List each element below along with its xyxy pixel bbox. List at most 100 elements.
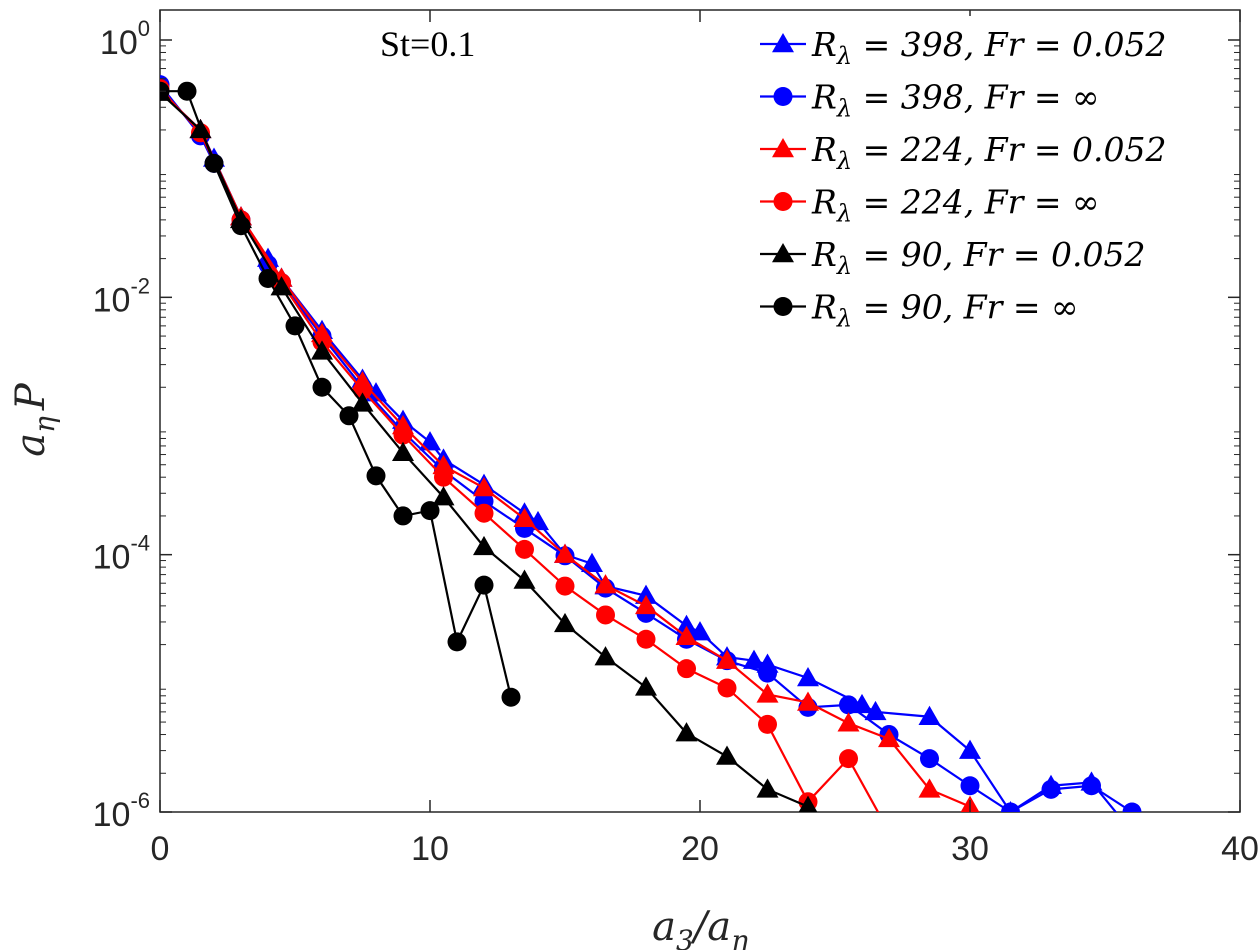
- data-point-3-17: [839, 749, 858, 769]
- ylabel-sub: η: [28, 416, 61, 433]
- legend-item-2: Rλ = 224, Fr = 0.052: [760, 130, 1166, 175]
- xlabel-slash: /a: [690, 904, 731, 950]
- data-point-1-24: [1041, 779, 1061, 799]
- legend-item-1: Rλ = 398, Fr = ∞: [760, 78, 1099, 123]
- data-point-5-5: [285, 316, 305, 336]
- data-point-3-5: [353, 380, 372, 400]
- data-point-5-13: [501, 687, 521, 707]
- data-point-5-12: [474, 575, 494, 595]
- data-point-1-23: [1001, 802, 1020, 812]
- xlabel-a-sub: 3: [676, 924, 694, 950]
- series-line-5: [160, 90, 513, 698]
- data-point-0-22: [743, 649, 765, 669]
- data-point-2-11: [594, 574, 617, 594]
- y-tick-label-3: 10-6: [93, 788, 150, 834]
- legend-label-3: Rλ = 224, Fr = ∞: [811, 183, 1099, 228]
- data-point-3-7: [434, 467, 453, 487]
- data-point-5-11: [447, 632, 467, 652]
- data-point-5-4: [258, 269, 278, 289]
- data-point-0-19: [675, 614, 698, 635]
- data-point-0-26: [864, 700, 887, 721]
- data-point-5-9: [393, 506, 413, 526]
- data-point-3-6: [393, 425, 413, 445]
- legend-box: [750, 16, 1220, 326]
- legend-label-5: Rλ = 90, Fr = ∞: [811, 288, 1078, 333]
- data-point-0-28: [959, 739, 981, 759]
- x-axis-title: a3/aη: [652, 904, 748, 950]
- data-point-4-11: [594, 646, 617, 666]
- data-point-2-12: [635, 594, 657, 615]
- data-point-5-2: [204, 153, 224, 173]
- legend-marker-0: [772, 33, 794, 53]
- data-point-2-8: [473, 476, 495, 497]
- x-tick-label-4: 40: [1221, 830, 1259, 868]
- y-tick-label-0: 100: [100, 16, 150, 62]
- x-tick-label-1: 10: [411, 830, 449, 868]
- ylabel-a: a: [8, 433, 54, 457]
- data-point-4-5: [351, 392, 374, 412]
- data-point-3-11: [596, 605, 615, 625]
- data-point-1-25: [1082, 776, 1101, 796]
- legend-label-4: Rλ = 90, Fr = 0.052: [811, 235, 1145, 280]
- data-point-2-15: [756, 683, 779, 703]
- legend-label-0: Rλ = 398, Fr = 0.052: [811, 25, 1166, 70]
- data-point-2-13: [675, 625, 698, 646]
- data-point-2-19: [918, 778, 941, 798]
- x-tick-label-2: 20: [681, 830, 719, 868]
- data-point-1-22: [960, 776, 980, 796]
- x-tick-label-3: 30: [951, 830, 989, 868]
- legend-marker-4: [772, 243, 794, 263]
- y-tick-label-1: 10-2: [93, 273, 150, 319]
- data-point-2-9: [513, 507, 536, 528]
- legend-marker-2: [772, 138, 794, 158]
- data-point-4-8: [473, 535, 495, 556]
- series-layer: [160, 75, 1142, 812]
- data-point-0-27: [918, 705, 941, 725]
- data-point-4-10: [554, 612, 576, 633]
- data-point-3-10: [555, 576, 575, 596]
- y-axis-title: aηP: [8, 382, 61, 457]
- legend-marker-1: [773, 87, 793, 106]
- legend-item-0: Rλ = 398, Fr = 0.052: [760, 25, 1166, 70]
- legend-label-1: Rλ = 398, Fr = ∞: [811, 78, 1099, 123]
- svg-text:a3/aη: a3/aη: [652, 904, 748, 950]
- data-point-5-6: [312, 377, 332, 397]
- data-point-2-14: [716, 649, 738, 669]
- data-point-5-3: [231, 216, 251, 236]
- legend: Rλ = 398, Fr = 0.052 Rλ = 398, Fr = ∞ Rλ =…: [750, 16, 1220, 333]
- data-point-0-24: [797, 667, 819, 687]
- data-point-1-19: [839, 695, 858, 715]
- data-point-5-1: [177, 81, 197, 101]
- legend-item-3: Rλ = 224, Fr = ∞: [760, 183, 1099, 228]
- data-point-2-7: [432, 454, 455, 475]
- data-point-4-14: [716, 745, 738, 765]
- data-point-3-8: [474, 503, 494, 523]
- data-point-2-17: [837, 712, 860, 732]
- data-point-0-16: [581, 552, 603, 572]
- data-point-3-12: [636, 629, 656, 649]
- data-point-1-26: [1122, 802, 1142, 812]
- data-point-3-14: [717, 678, 737, 698]
- data-point-2-18: [878, 727, 900, 748]
- data-point-4-15: [756, 778, 779, 798]
- ticks-layer: 0 10 20 30 40 100 10-2 10-4 10-6: [93, 10, 1259, 868]
- ylabel-b: P: [8, 382, 54, 411]
- data-point-4-16: [798, 795, 818, 812]
- data-point-0-10: [419, 431, 441, 451]
- legend-label-2: Rλ = 224, Fr = 0.052: [811, 130, 1166, 175]
- data-point-5-10: [420, 501, 440, 521]
- legend-marker-5: [773, 297, 793, 316]
- data-point-3-13: [677, 659, 696, 679]
- annotation-st: St=0.1: [380, 24, 475, 64]
- data-point-4-7: [432, 486, 455, 506]
- data-point-4-12: [635, 676, 657, 696]
- data-point-4-13: [675, 722, 698, 742]
- xlabel-b-sub: η: [731, 924, 748, 950]
- data-point-0-18: [635, 584, 657, 604]
- data-point-3-15: [758, 714, 777, 734]
- data-point-3-9: [515, 539, 534, 559]
- data-point-2-16: [797, 691, 819, 711]
- xlabel-a: a: [652, 904, 676, 950]
- data-point-4-9: [513, 569, 536, 589]
